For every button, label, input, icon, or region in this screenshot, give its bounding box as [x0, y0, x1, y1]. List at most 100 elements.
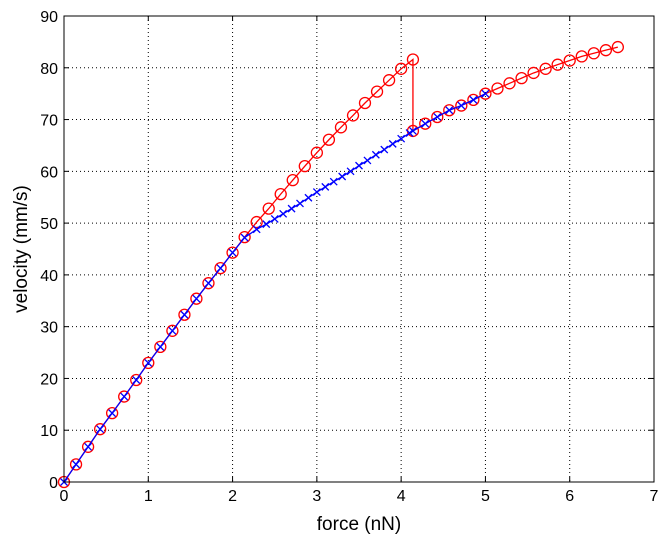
data-point [457, 101, 466, 110]
data-point [380, 145, 389, 154]
x-tick-label: 6 [565, 488, 574, 505]
data-point [322, 133, 336, 146]
y-tick-label: 50 [40, 216, 58, 233]
plot-series [57, 40, 624, 489]
data-point [156, 342, 165, 351]
data-point [575, 50, 588, 63]
data-point [363, 156, 372, 165]
data-point [250, 215, 263, 229]
data-point [445, 106, 454, 115]
data-point [72, 460, 81, 469]
data-point [346, 167, 355, 176]
grid-lines [64, 16, 654, 482]
data-point [406, 53, 420, 66]
data-point [287, 204, 296, 213]
data-point [94, 423, 107, 436]
data-point [515, 71, 528, 85]
data-point [304, 193, 313, 202]
series-1 [57, 40, 624, 489]
data-point [240, 233, 249, 242]
data-point [421, 119, 430, 128]
data-point [132, 376, 141, 384]
data-point [503, 77, 516, 90]
series-0 [60, 89, 490, 486]
data-point [178, 308, 191, 321]
data-point [481, 89, 490, 98]
data-point [252, 225, 261, 234]
y-tick-label: 90 [40, 9, 58, 26]
x-axis-label: force (nN) [317, 514, 401, 535]
data-point [397, 134, 406, 143]
axes-frame [63, 15, 655, 483]
data-point [142, 356, 155, 370]
data-point [355, 161, 363, 170]
data-point [388, 139, 397, 148]
data-point [346, 109, 360, 122]
data-point [120, 392, 129, 401]
y-tick-label: 80 [40, 61, 58, 78]
data-point [408, 126, 417, 135]
data-point [81, 440, 95, 453]
data-point [190, 292, 203, 305]
data-point [455, 99, 468, 112]
data-point [168, 326, 177, 335]
data-point [563, 54, 576, 67]
data-point [527, 66, 540, 80]
data-point [166, 324, 179, 337]
data-point [338, 172, 347, 181]
data-point [611, 40, 624, 54]
data-point [108, 409, 117, 418]
data-point [551, 58, 564, 71]
series-line [63, 93, 486, 483]
y-tick-label: 70 [40, 113, 58, 130]
data-point [334, 121, 348, 134]
x-tick-label: 0 [60, 488, 69, 505]
data-point [286, 173, 299, 187]
data-point [202, 277, 215, 290]
data-point [262, 202, 275, 215]
y-tick-label: 10 [40, 423, 58, 440]
data-point [130, 373, 143, 387]
data-point [226, 246, 239, 259]
data-point [216, 264, 225, 273]
data-point [228, 248, 237, 257]
data-point [279, 209, 288, 218]
series-line [63, 46, 619, 483]
data-point [443, 104, 456, 117]
data-point [479, 87, 492, 100]
data-point [69, 458, 83, 471]
data-point [539, 62, 552, 75]
x-tick-label: 3 [312, 488, 321, 505]
data-point [467, 93, 480, 107]
data-point [270, 215, 279, 223]
data-point [419, 117, 432, 130]
x-tick-label: 5 [481, 488, 490, 505]
data-point [587, 47, 600, 60]
y-tick-label: 0 [49, 475, 58, 492]
x-tick-label: 4 [397, 488, 406, 505]
data-point [382, 74, 396, 87]
data-point [144, 358, 153, 367]
data-point [310, 146, 324, 159]
data-point [204, 279, 213, 288]
data-point [118, 390, 131, 403]
data-point [321, 182, 330, 191]
data-point [214, 262, 227, 275]
y-tick-label: 60 [40, 164, 58, 181]
y-tick-label: 30 [40, 320, 58, 337]
data-point [312, 188, 321, 197]
data-point [274, 187, 287, 201]
data-point [192, 294, 201, 303]
data-point [431, 110, 444, 124]
data-point [298, 160, 311, 173]
x-tick-label: 2 [228, 488, 237, 505]
data-point [371, 150, 380, 159]
data-point [238, 230, 251, 244]
data-point [469, 95, 478, 104]
data-point [105, 406, 119, 420]
data-point [358, 96, 372, 110]
data-point [329, 177, 338, 186]
data-point [84, 442, 93, 451]
